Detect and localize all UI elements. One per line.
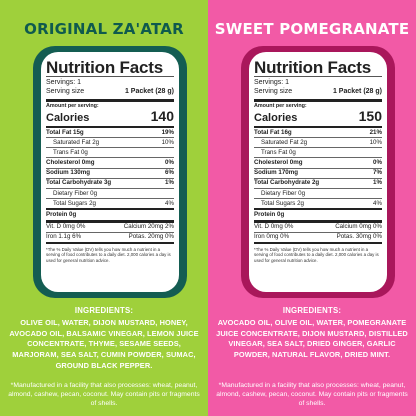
product-title: ORIGINAL ZA'ATAR	[24, 20, 184, 38]
nutrition-facts-heading: Nutrition Facts	[46, 58, 163, 77]
protein: Protein 0g	[46, 211, 77, 218]
nutrition-facts-heading: Nutrition Facts	[254, 58, 371, 77]
daily-value-footnote: *The % Daily Value (DV) tells you how mu…	[46, 246, 171, 263]
total-sugars: Total Sugars 2g	[53, 199, 96, 207]
calcium: Calcium 20mg 2%	[123, 223, 174, 231]
saturated-fat: Saturated Fat 2g	[261, 138, 308, 146]
ingredients-list: AVOCADO OIL, OLIVE OIL, WATER, POMEGRANA…	[216, 318, 408, 360]
saturated-fat-dv: 10%	[161, 138, 174, 146]
trans-fat: Trans Fat 0g	[261, 148, 296, 156]
servings: Servings: 1	[254, 79, 290, 86]
total-sugars: Total Sugars 2g	[261, 199, 304, 207]
total-sugars-dv: 4%	[165, 199, 174, 207]
amount-per-serving: Amount per serving:	[46, 102, 99, 109]
cholesterol-dv: 0%	[373, 159, 382, 167]
sodium: Sodium 130mg	[46, 169, 91, 177]
nutrition-panel: Nutrition Facts Servings: 1 Serving size…	[33, 46, 187, 298]
total-fat-dv: 21%	[369, 128, 382, 136]
nutrition-label: Nutrition Facts Servings: 1 Serving size…	[41, 52, 179, 292]
product-original-zaatar: ORIGINAL ZA'ATAR Nutrition Facts Serving…	[0, 0, 208, 416]
total-fat: Total Fat 15g	[46, 128, 84, 136]
calories-label: Calories	[46, 111, 90, 124]
serving-size-value: 1 Packet (28 g)	[124, 87, 174, 95]
dietary-fiber: Dietary Fiber 0g	[53, 189, 98, 197]
vitamin-d: Vit. D 0mg 0%	[254, 223, 294, 231]
daily-value-footnote: *The % Daily Value (DV) tells you how mu…	[254, 246, 379, 263]
ingredients-heading: INGREDIENTS:	[282, 306, 342, 315]
calories-value: 140	[150, 107, 174, 124]
total-carbohydrate: Total Carbohydrate 3g	[46, 179, 112, 187]
sodium: Sodium 170mg	[254, 169, 299, 177]
nutrition-panel: Nutrition Facts Servings: 1 Serving size…	[241, 46, 395, 298]
potassium: Potas. 30mg 0%	[336, 233, 382, 241]
iron: Iron 1.1g 6%	[46, 233, 82, 241]
nutrition-label: Nutrition Facts Servings: 1 Serving size…	[249, 52, 387, 292]
calories-value: 150	[358, 107, 382, 124]
saturated-fat-dv: 10%	[369, 138, 382, 146]
serving-size-value: 1 Packet (28 g)	[332, 87, 382, 95]
serving-size-label: Serving size	[46, 87, 85, 95]
total-carbohydrate-dv: 1%	[373, 179, 382, 187]
total-carbohydrate-dv: 1%	[165, 179, 174, 187]
product-sweet-pomegranate: SWEET POMEGRANATE Nutrition Facts Servin…	[208, 0, 416, 416]
sodium-dv: 6%	[165, 169, 174, 177]
product-title: SWEET POMEGRANATE	[214, 20, 410, 38]
iron: Iron 0mg 0%	[254, 233, 290, 241]
saturated-fat: Saturated Fat 2g	[53, 138, 100, 146]
cholesterol-dv: 0%	[165, 159, 174, 167]
total-fat-dv: 19%	[161, 128, 174, 136]
ingredients-heading: INGREDIENTS:	[74, 306, 134, 315]
ingredients-list: OLIVE OIL, WATER, DIJON MUSTARD, HONEY, …	[9, 318, 199, 370]
serving-size-label: Serving size	[254, 87, 293, 95]
facility-notice: *Manufactured in a facility that also pr…	[216, 382, 408, 407]
dietary-fiber: Dietary Fiber 0g	[261, 189, 306, 197]
amount-per-serving: Amount per serving:	[254, 102, 307, 109]
facility-notice: *Manufactured in a facility that also pr…	[8, 382, 200, 407]
protein: Protein 0g	[254, 211, 285, 218]
calories-label: Calories	[254, 111, 298, 124]
total-carbohydrate: Total Carbohydrate 2g	[254, 179, 320, 187]
trans-fat: Trans Fat 0g	[53, 148, 88, 156]
total-fat: Total Fat 16g	[254, 128, 292, 136]
vitamin-d: Vit. D 0mg 0%	[46, 223, 86, 231]
servings: Servings: 1	[46, 79, 82, 86]
cholesterol: Cholesterol 0mg	[254, 159, 303, 167]
cholesterol: Cholesterol 0mg	[46, 159, 95, 167]
total-sugars-dv: 4%	[373, 199, 382, 207]
calcium: Calcium 0mg 0%	[335, 223, 382, 231]
sodium-dv: 7%	[373, 169, 382, 177]
potassium: Potas. 20mg 0%	[128, 233, 174, 241]
